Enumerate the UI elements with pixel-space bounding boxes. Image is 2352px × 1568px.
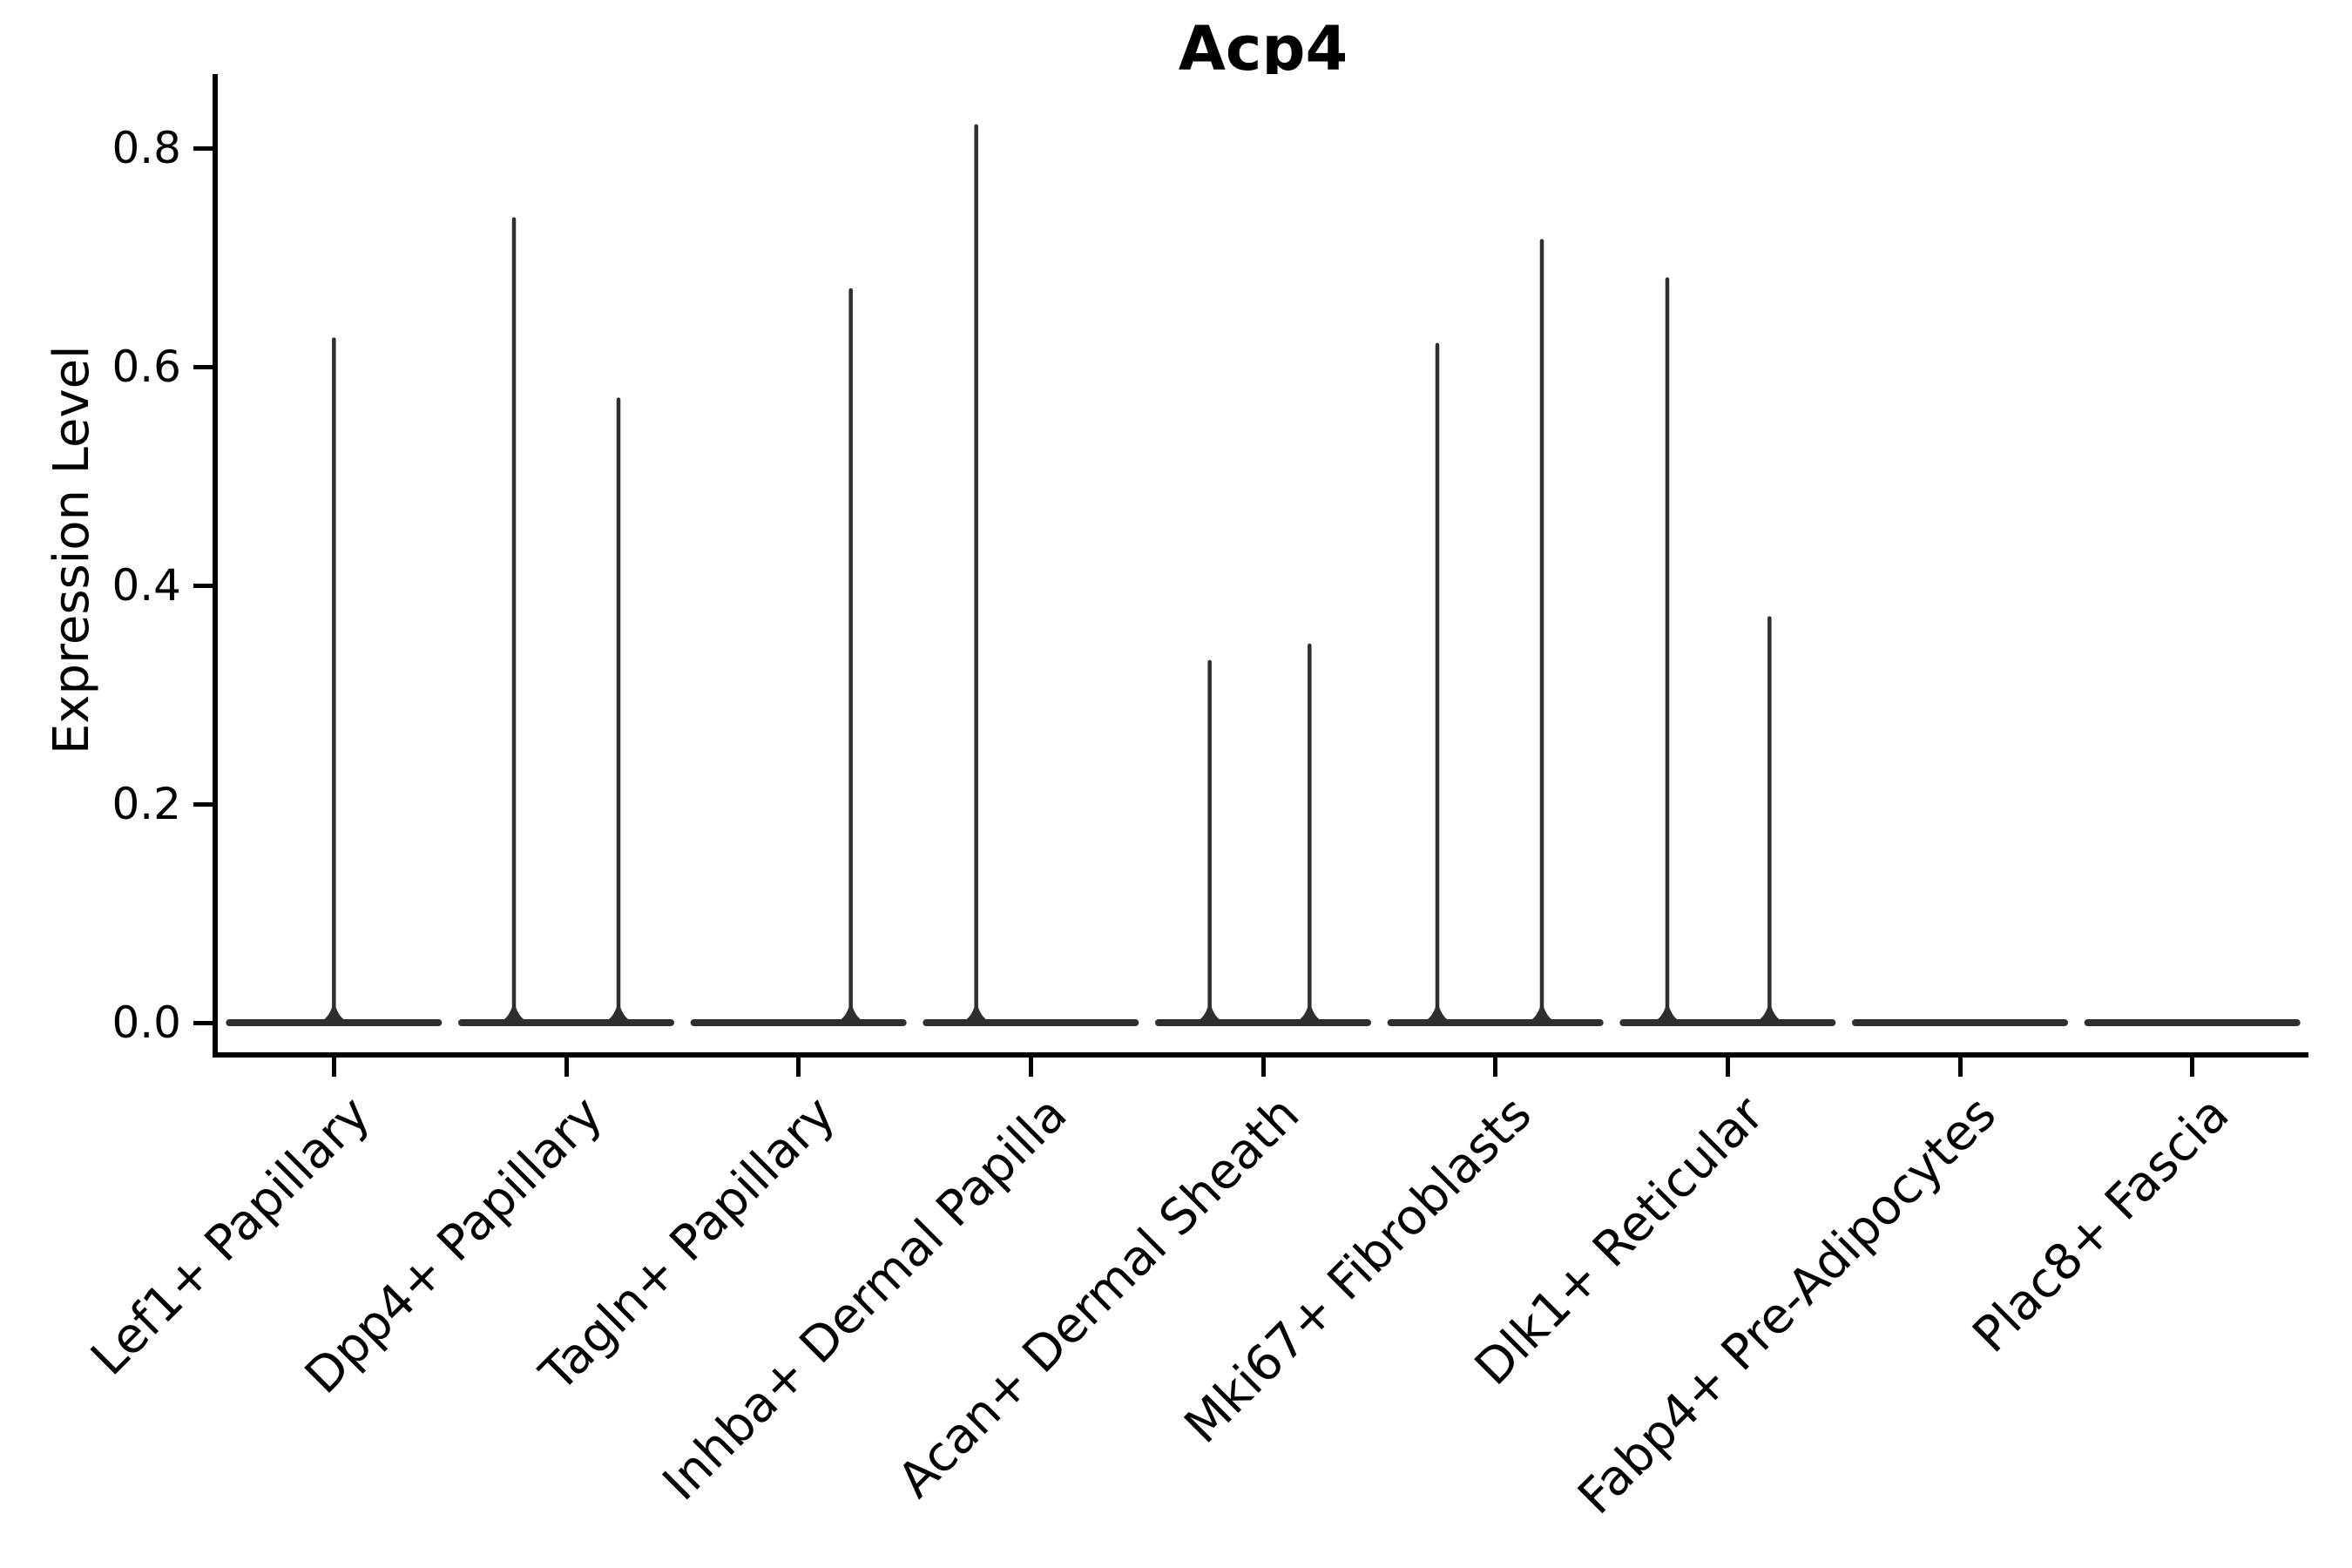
y-axis-tick [193,583,213,588]
violins-layer [226,124,2301,1026]
y-tick-label: 0.2 [112,779,181,829]
violin-dlk1-reticular [1619,277,1836,1026]
y-axis-tick [193,801,213,807]
y-axis-tick [193,364,213,369]
x-axis-tick [331,1058,336,1077]
violin-inhba-dermal-papilla [923,124,1139,1026]
violin-tagln-papillary [690,287,907,1026]
x-axis-tick [1028,1058,1033,1077]
chart-title: Acp4 [1178,13,1348,84]
violin-acan-dermal-sheath [1155,643,1371,1026]
x-axis-tick [1260,1058,1266,1077]
x-tick-label-inhba-dermal-papilla: Inhba+ Dermal Papilla [652,1085,1078,1512]
violin-mki67-fibroblasts [1387,239,1604,1026]
x-tick-label-acan-dermal-sheath: Acan+ Dermal Sheath [887,1085,1311,1510]
x-axis-tick [564,1058,569,1077]
y-tick-label: 0.6 [112,341,181,392]
y-axis-label: Expression Level [44,345,100,754]
x-axis-tick [2190,1058,2195,1077]
y-tick-label: 0.8 [112,123,181,173]
x-axis-tick [1725,1058,1730,1077]
plot-area [213,74,2308,1058]
violin-lef1-papillary [226,337,443,1026]
x-axis-tick [1493,1058,1498,1077]
x-axis-tick [1957,1058,1963,1077]
y-axis-tick [193,1020,213,1025]
y-tick-label: 0.4 [112,560,181,611]
y-axis-tick [193,145,213,151]
x-tick-label-fabp4-pre-adipocytes: Fabp4+ Pre-Adipocytes [1567,1085,2008,1526]
violin-dpp4-papillary [458,217,674,1026]
x-tick-label-plac8-fascia: Plac8+ Fascia [1962,1085,2240,1364]
x-axis-tick [796,1058,801,1077]
y-tick-label: 0.0 [112,997,181,1048]
